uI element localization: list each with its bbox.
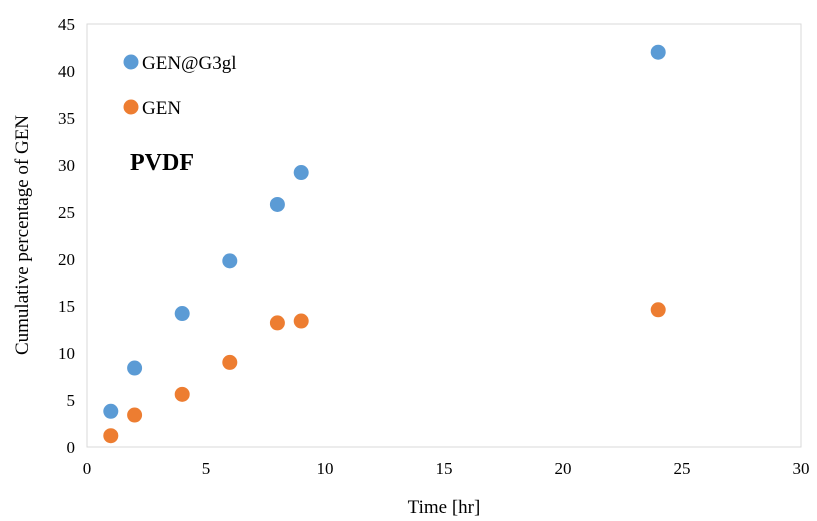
- x-tick-label: 15: [436, 459, 453, 478]
- x-tick-label: 10: [317, 459, 334, 478]
- data-point-series-1: [174, 306, 190, 322]
- legend-marker: [123, 99, 139, 115]
- data-point-series-2: [174, 386, 190, 402]
- x-axis-label: Time [hr]: [408, 497, 481, 518]
- chart-annotation: PVDF: [130, 150, 194, 176]
- data-point-series-2: [127, 407, 143, 423]
- y-tick-label: 25: [58, 203, 75, 222]
- y-tick-label: 0: [67, 438, 76, 457]
- y-tick-label: 45: [58, 15, 75, 34]
- data-point-series-1: [103, 403, 119, 419]
- x-tick-label: 5: [202, 459, 211, 478]
- legend-label: GEN@G3gl: [142, 53, 237, 74]
- y-tick-label: 5: [67, 391, 76, 410]
- y-tick-labels: 0 5 10 15 20 25 30 35 40 45: [58, 15, 75, 457]
- y-tick-label: 35: [58, 109, 75, 128]
- y-tick-label: 20: [58, 250, 75, 269]
- data-point-series-2: [293, 313, 309, 329]
- data-point-series-2: [222, 354, 238, 370]
- data-point-series-2: [103, 428, 119, 444]
- y-tick-label: 40: [58, 62, 75, 81]
- data-point-series-1: [293, 165, 309, 181]
- y-axis-label: Cumulative percentage of GEN: [12, 115, 33, 355]
- data-point-series-1: [222, 253, 238, 269]
- x-tick-labels: 0 5 10 15 20 25 30: [83, 459, 810, 478]
- y-tick-label: 10: [58, 344, 75, 363]
- x-tick-label: 0: [83, 459, 92, 478]
- x-tick-label: 25: [674, 459, 691, 478]
- x-tick-label: 30: [793, 459, 810, 478]
- y-tick-label: 15: [58, 297, 75, 316]
- plot-area-border: [86, 23, 802, 448]
- data-point-series-2: [269, 315, 285, 331]
- legend-label: GEN: [142, 98, 181, 119]
- data-points: [103, 44, 666, 444]
- legend-marker: [123, 54, 139, 70]
- data-point-series-2: [650, 302, 666, 318]
- data-point-series-1: [269, 196, 285, 212]
- data-point-series-1: [127, 360, 143, 376]
- x-tick-label: 20: [555, 459, 572, 478]
- y-tick-label: 30: [58, 156, 75, 175]
- data-point-series-1: [650, 44, 666, 60]
- legend: GEN@G3gl GEN: [123, 53, 237, 119]
